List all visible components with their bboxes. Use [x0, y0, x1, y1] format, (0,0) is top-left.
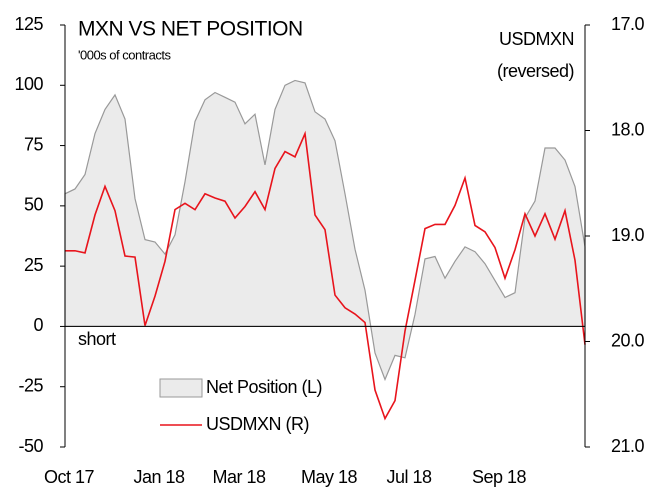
y2-tick-label: 17.0: [611, 14, 645, 34]
x-tick-label: Sep 18: [472, 467, 527, 487]
chart-subtitle: '000s of contracts: [78, 47, 171, 62]
y-tick-label: 25: [24, 255, 44, 275]
chart-title: MXN VS NET POSITION: [78, 18, 303, 41]
x-tick-label: May 18: [301, 467, 358, 487]
x-tick-label: Jan 18: [133, 467, 185, 487]
y2-tick-label: 21.0: [611, 436, 645, 456]
legend-label: Net Position (L): [206, 377, 322, 397]
y2-tick-label: 19.0: [611, 225, 645, 245]
legend-label: USDMXN (R): [206, 414, 309, 434]
y2-tick-label: 20.0: [611, 330, 645, 350]
y2-axis-label: USDMXN: [499, 29, 574, 49]
y2-tick-label: 18.0: [611, 119, 645, 139]
y-tick-label: 100: [14, 74, 43, 94]
x-tick-label: Mar 18: [212, 467, 266, 487]
x-tick-label: Oct 17: [44, 467, 95, 487]
x-tick-label: Jul 18: [386, 467, 432, 487]
y-tick-label: 50: [24, 195, 44, 215]
legend-swatch: [159, 378, 203, 398]
y-tick-label: -25: [18, 375, 43, 395]
line: [65, 130, 586, 421]
y-tick-label: 0: [33, 315, 43, 335]
y-tick-label: -50: [18, 436, 43, 456]
y-tick-label: 75: [24, 134, 44, 154]
y-tick-label: 125: [14, 14, 43, 34]
y2-axis-label: (reversed): [497, 61, 574, 81]
annotation: short: [78, 329, 116, 349]
